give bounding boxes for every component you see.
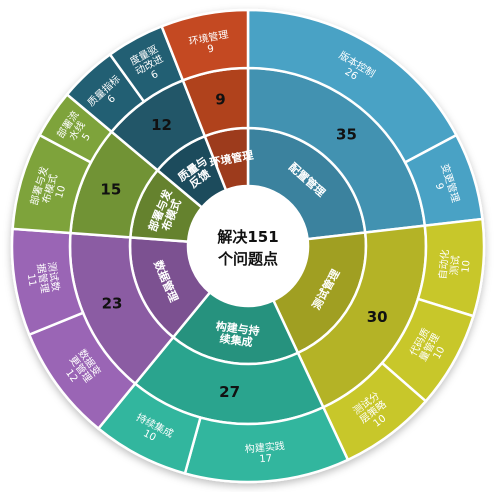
middle-value-label-5: 12	[151, 116, 172, 134]
outer-label-1-0: 自动化测试10	[436, 249, 474, 282]
middle-value-label-4: 15	[100, 180, 121, 198]
outer-label-4-0: 部署与发布模式10	[27, 165, 72, 213]
inner-label-2: 构建与持续集成	[213, 319, 260, 350]
outer-label-3-1: 测试数据管理11	[23, 261, 62, 296]
outer-label-2-0: 构建实践17	[244, 439, 286, 466]
middle-value-label-3: 23	[102, 294, 123, 312]
middle-value-label-6: 9	[215, 91, 225, 109]
outer-segment-6-0	[160, 8, 250, 82]
center-circle	[188, 186, 308, 306]
middle-value-label-0: 35	[336, 126, 357, 144]
center-label-line-1: 解决151	[217, 228, 278, 246]
middle-value-label-2: 27	[219, 383, 240, 401]
middle-value-label-1: 30	[367, 308, 388, 326]
center-label-line-2: 个问题点	[217, 250, 278, 268]
